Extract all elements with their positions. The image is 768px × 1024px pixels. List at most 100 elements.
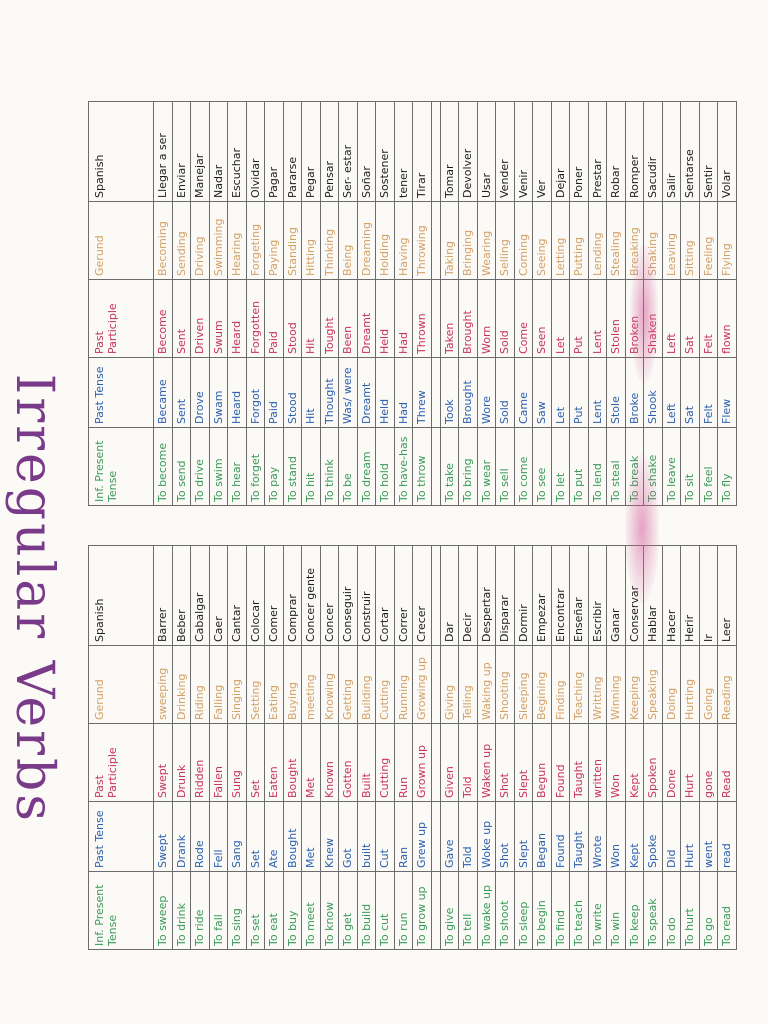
table-row: To sit Sat Sat Sitting Sentarse — [680, 101, 699, 506]
table-row: To send Sent Sent Sending Enviar — [172, 101, 191, 506]
gap-cell — [431, 801, 440, 872]
table-row: To sell Sold Sold Selling Vender — [495, 101, 514, 506]
cell-participle: Spoken — [643, 723, 662, 802]
table-row: To fly Flew flown Flying Volar — [717, 101, 736, 506]
table-row: To give Gave Given Giving Dar — [440, 545, 459, 950]
cell-spanish: Pararse — [283, 101, 302, 202]
cell-gerund: Buying — [283, 645, 302, 724]
cell-past: Sent — [172, 357, 191, 428]
cell-past: Came — [514, 357, 533, 428]
table-row: To begin Began Begun Begining Empezar — [532, 545, 551, 950]
cell-infinitive: To steal — [606, 427, 625, 506]
cell-gerund: Sending — [172, 201, 191, 280]
cell-spanish: Vender — [495, 101, 514, 202]
cell-spanish: Devolver — [458, 101, 477, 202]
cell-spanish: Enviar — [172, 101, 191, 202]
cell-infinitive: To shoot — [495, 871, 514, 950]
cell-infinitive: To teach — [569, 871, 588, 950]
cell-infinitive: To give — [440, 871, 459, 950]
header-past: Past Tense — [88, 357, 154, 428]
cell-gerund: Coming — [514, 201, 533, 280]
cell-infinitive: To go — [699, 871, 718, 950]
cell-infinitive: To swim — [209, 427, 228, 506]
table-row: To hit Hit Hit Hitting Pegar — [301, 101, 320, 506]
cell-infinitive: To leave — [662, 427, 681, 506]
cell-past: Hit — [301, 357, 320, 428]
gap-cell — [431, 545, 440, 646]
cell-gerund: Doing — [662, 645, 681, 724]
cell-participle: Shot — [495, 723, 514, 802]
cell-spanish: Robar — [606, 101, 625, 202]
cell-infinitive: To eat — [264, 871, 283, 950]
cell-participle: Waken up — [477, 723, 496, 802]
header-participle: Past Participle — [88, 723, 154, 802]
cell-past: Sold — [495, 357, 514, 428]
cell-past: Lent — [588, 357, 607, 428]
cell-infinitive: To sleep — [514, 871, 533, 950]
gap-cell — [431, 279, 440, 358]
cell-spanish: Comprar — [283, 545, 302, 646]
cell-spanish: Conseguir — [338, 545, 357, 646]
cell-gerund: Eating — [264, 645, 283, 724]
cell-participle: Told — [458, 723, 477, 802]
cell-participle: Taken — [440, 279, 459, 358]
cell-infinitive: To hear — [227, 427, 246, 506]
left-verb-table: Inf. Present Tense Past Tense Past Parti… — [88, 545, 737, 950]
cell-past: Met — [301, 801, 320, 872]
cell-participle: Heard — [227, 279, 246, 358]
table-row: To forget Forgot Forgotten Forgeting Olvidar — [246, 101, 265, 506]
cell-past: Had — [394, 357, 413, 428]
table-row: To feel Felt Felt Feeling Sentir — [699, 101, 718, 506]
cell-gerund: Thinking — [320, 201, 339, 280]
cell-participle: Swept — [153, 723, 172, 802]
cell-spanish: Despertar — [477, 545, 496, 646]
cell-participle: Tought — [320, 279, 339, 358]
gap-cell — [431, 201, 440, 280]
table-row: To drink Drank Drunk Drinking Beber — [172, 545, 191, 950]
table-row: To sing Sang Sung Singing Cantar — [227, 545, 246, 950]
cell-gerund: Finding — [551, 645, 570, 724]
cell-participle: gone — [699, 723, 718, 802]
cell-past: Left — [662, 357, 681, 428]
cell-spanish: Disparar — [495, 545, 514, 646]
cell-infinitive: To write — [588, 871, 607, 950]
table-row: To have-has Had Had Having tener — [394, 101, 413, 506]
cell-infinitive: To lend — [588, 427, 607, 506]
cell-participle: Sold — [495, 279, 514, 358]
cell-past: went — [699, 801, 718, 872]
table-row: To leave Left Left Leaving Salir — [662, 101, 681, 506]
table-row: To cut Cut Cutting Cutting Cortar — [375, 545, 394, 950]
cell-gerund: Throwing — [412, 201, 431, 280]
table-row: To hurt Hurt Hurt Hurting Herir — [680, 545, 699, 950]
cell-past: Hurt — [680, 801, 699, 872]
cell-past: Flew — [717, 357, 736, 428]
table-row: To wear Wore Worn Wearing Usar — [477, 101, 496, 506]
cell-infinitive: To drive — [190, 427, 209, 506]
cell-participle: Brought — [458, 279, 477, 358]
cell-past: read — [717, 801, 736, 872]
cell-past: Took — [440, 357, 459, 428]
cell-participle: Grown up — [412, 723, 431, 802]
cell-spanish: Pegar — [301, 101, 320, 202]
cell-infinitive: To cut — [375, 871, 394, 950]
cell-spanish: Colocar — [246, 545, 265, 646]
cell-participle: Read — [717, 723, 736, 802]
table-row: To steal Stole Stolen Stealing Robar — [606, 101, 625, 506]
cell-spanish: Crecer — [412, 545, 431, 646]
table-row: To shoot Shot Shot Shooting Disparar — [495, 545, 514, 950]
cell-past: Threw — [412, 357, 431, 428]
cell-gerund: Swimming — [209, 201, 228, 280]
table-row: To run Ran Run Running Correr — [394, 545, 413, 950]
cell-gerund: Cutting — [375, 645, 394, 724]
cell-infinitive: To get — [338, 871, 357, 950]
cell-spanish: Manejar — [190, 101, 209, 202]
cell-past: Spoke — [643, 801, 662, 872]
cell-past: Brought — [458, 357, 477, 428]
cell-spanish: Sacudir — [643, 101, 662, 202]
cell-infinitive: To wear — [477, 427, 496, 506]
cell-past: Ate — [264, 801, 283, 872]
table-row: To ride Rode Ridden Riding Cabalgar — [190, 545, 209, 950]
cell-participle: Come — [514, 279, 533, 358]
cell-gerund: Wearing — [477, 201, 496, 280]
